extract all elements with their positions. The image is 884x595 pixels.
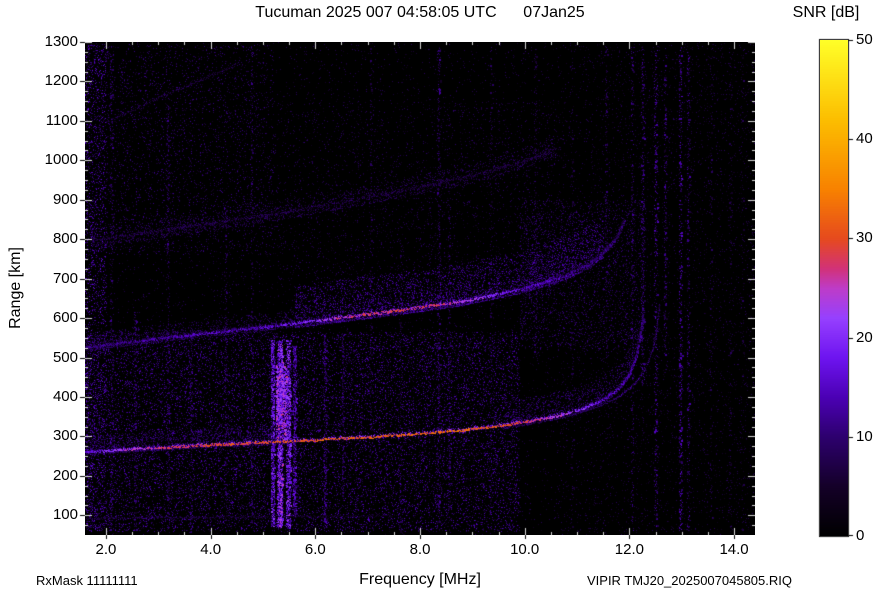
y-tick-label: 900 [52,190,78,208]
x-tick-label: 4.0 [200,541,222,558]
y-tick-label: 1300 [44,33,78,50]
colorbar-tick-label: 50 [856,31,873,48]
y-axis-label: Range [km] [7,247,24,329]
y-tick-label: 700 [52,269,78,287]
x-tick-label: 10.0 [510,541,540,558]
y-tick-label: 300 [52,427,78,445]
colorbar-title: SNR [dB] [792,4,860,21]
colorbar-tick-label: 30 [856,229,873,247]
y-tick-label: 1200 [44,72,78,90]
colorbar-tick-label: 0 [856,527,865,544]
colorbar-tick-label: 40 [856,130,873,148]
y-tick-label: 400 [52,387,78,405]
y-tick-label: 1100 [45,111,78,129]
colorbar-canvas [820,40,848,536]
colorbar-tick-label: 10 [856,427,873,445]
x-axis-label: Frequency [MHz] [359,571,481,588]
y-tick-label: 1000 [44,151,78,169]
x-tick-label: 12.0 [614,541,644,558]
x-tick-label: 14.0 [719,541,749,558]
y-tick-label: 200 [52,466,78,484]
colorbar-tick-label: 20 [856,328,873,346]
y-tick-label: 100 [52,506,78,524]
y-tick-label: 800 [52,230,78,248]
x-tick-label: 6.0 [304,541,326,558]
y-tick-label: 600 [52,309,78,327]
x-tick-label: 2.0 [95,541,117,558]
filename-text: VIPIR TMJ20_2025007045805.RIQ [586,573,792,588]
y-tick-label: 500 [52,348,78,366]
ionogram-canvas [85,42,755,535]
rxmask-text: RxMask 11111111 [36,573,138,588]
x-tick-label: 8.0 [409,541,431,558]
chart-title: Tucuman 2025 007 04:58:05 UTC 07Jan25 [255,4,585,21]
